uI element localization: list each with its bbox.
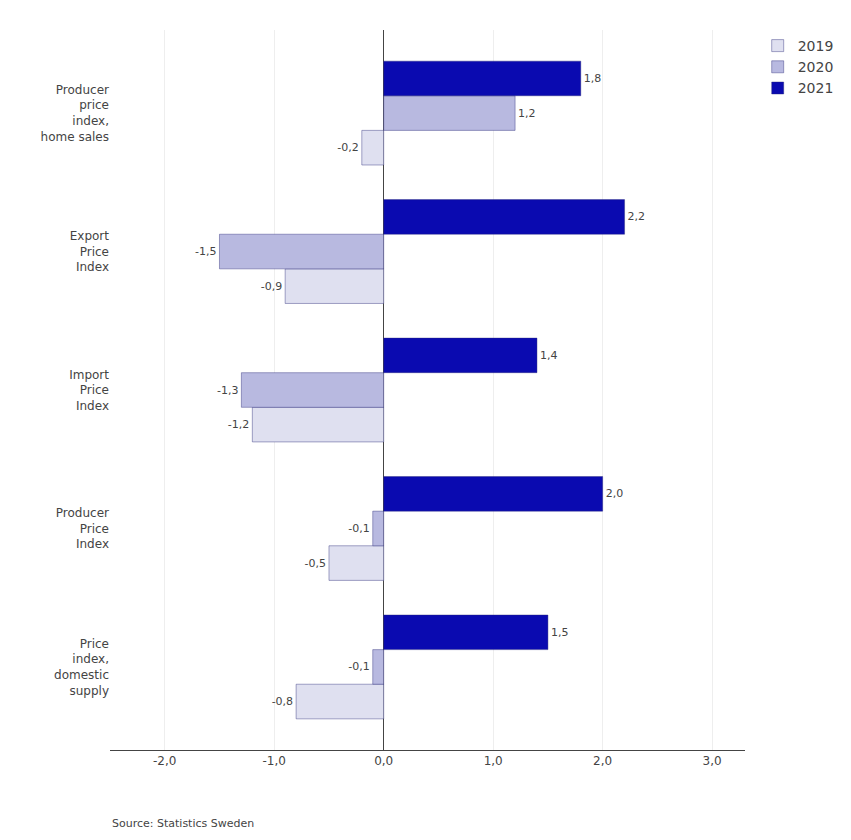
svg-text:ExportPriceIndex: ExportPriceIndex	[70, 229, 110, 274]
svg-text:2021: 2021	[798, 80, 834, 96]
svg-text:-0,2: -0,2	[337, 141, 358, 154]
svg-text:-1,2: -1,2	[228, 418, 249, 431]
svg-text:2,2: 2,2	[628, 210, 646, 223]
svg-text:1,8: 1,8	[584, 72, 602, 85]
svg-text:-0,1: -0,1	[348, 522, 369, 535]
svg-text:-1,3: -1,3	[217, 384, 238, 397]
svg-text:1,5: 1,5	[551, 626, 569, 639]
svg-text:1,0: 1,0	[484, 754, 503, 768]
svg-text:-0,5: -0,5	[305, 557, 326, 570]
svg-text:3,0: 3,0	[703, 754, 722, 768]
svg-text:-0,1: -0,1	[348, 660, 369, 673]
svg-text:-1,0: -1,0	[263, 754, 286, 768]
svg-text:2020: 2020	[798, 59, 834, 75]
svg-text:2,0: 2,0	[606, 487, 624, 500]
svg-text:Source: Statistics Sweden: Source: Statistics Sweden	[112, 817, 254, 830]
svg-text:-2,0: -2,0	[153, 754, 176, 768]
svg-text:2019: 2019	[798, 38, 834, 54]
svg-text:ProducerPriceIndex: ProducerPriceIndex	[56, 506, 109, 551]
svg-text:2,0: 2,0	[593, 754, 612, 768]
svg-text:Producerpriceindex,home sales: Producerpriceindex,home sales	[41, 83, 109, 144]
svg-text:-0,9: -0,9	[261, 280, 282, 293]
svg-text:1,4: 1,4	[540, 349, 558, 362]
svg-text:-1,5: -1,5	[195, 245, 216, 258]
svg-text:1,2: 1,2	[518, 107, 536, 120]
svg-text:Priceindex,domesticsupply: Priceindex,domesticsupply	[54, 637, 109, 698]
svg-text:0,0: 0,0	[374, 754, 393, 768]
svg-text:-0,8: -0,8	[272, 695, 293, 708]
svg-text:ImportPriceIndex: ImportPriceIndex	[69, 368, 109, 413]
